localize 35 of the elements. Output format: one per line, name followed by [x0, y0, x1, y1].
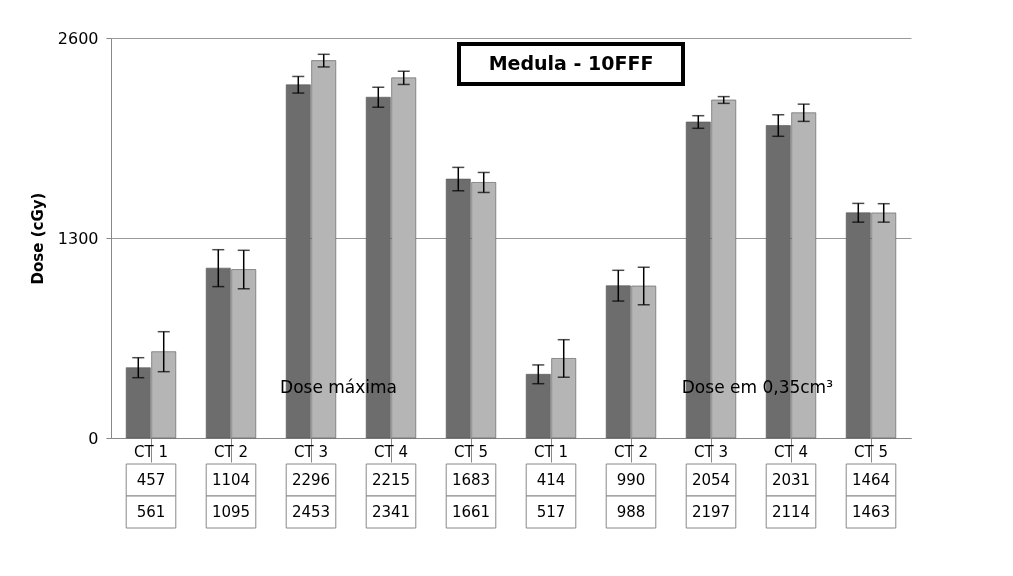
data-label: 1463: [851, 503, 891, 521]
x-tick-label: CT 3: [694, 442, 728, 461]
y-tick-label: 1300: [57, 228, 99, 248]
x-tick-label: CT 1: [534, 442, 568, 461]
data-label: 561: [136, 503, 166, 521]
text: Medula - 10FFF: [488, 52, 654, 74]
data-label: 2296: [291, 471, 331, 489]
data-label: 1095: [211, 503, 251, 521]
x-tick-label: CT 2: [214, 442, 248, 461]
x-tick-label: CT 5: [454, 442, 488, 461]
x-tick-label: CT 4: [374, 442, 408, 461]
data-label: 2453: [291, 503, 331, 521]
y-axis-title: Dose (cGy): [28, 192, 47, 285]
data-label: 1104: [211, 471, 251, 489]
data-label: 2341: [371, 503, 411, 521]
x-tick-label: CT 4: [774, 442, 808, 461]
data-label: 414: [536, 471, 566, 489]
y-tick-label: 0: [88, 428, 99, 448]
x-tick-label: CT 3: [294, 442, 328, 461]
data-label: 1661: [451, 503, 491, 521]
x-tick-label: CT 5: [854, 442, 888, 461]
data-label: 517: [536, 503, 566, 521]
data-label: 2197: [691, 503, 731, 521]
data-label: 2114: [771, 503, 811, 521]
x-tick-label: CT 1: [134, 442, 168, 461]
y-tick-label: 2600: [57, 28, 99, 48]
data-label: 1464: [851, 471, 891, 489]
data-label: 2054: [691, 471, 731, 489]
data-label: 457: [136, 471, 166, 489]
data-label: 990: [616, 471, 646, 489]
data-label: 988: [616, 503, 646, 521]
data-label: 2215: [371, 471, 411, 489]
data-label: 2031: [771, 471, 811, 489]
x-tick-label: CT 2: [614, 442, 648, 461]
data-label: 1683: [451, 471, 491, 489]
